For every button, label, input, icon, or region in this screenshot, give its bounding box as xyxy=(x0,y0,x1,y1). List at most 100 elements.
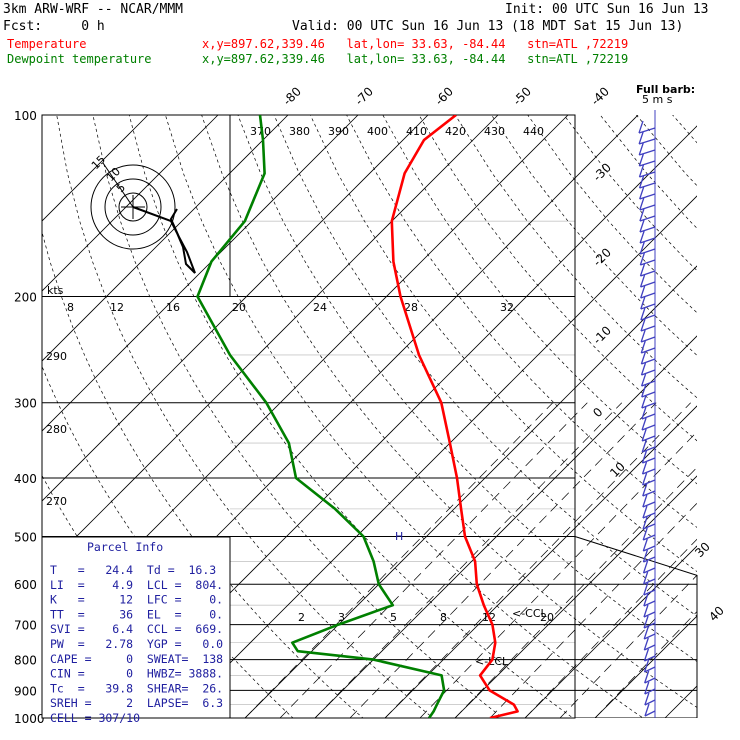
wind-barb xyxy=(644,710,656,717)
wind-barb-flag xyxy=(643,615,649,629)
wind-barb-flag xyxy=(639,186,645,200)
parcel-info-row: CELL = 307/10 xyxy=(50,711,140,725)
wind-barb xyxy=(642,501,656,508)
dry-adiabat-line xyxy=(42,365,294,718)
wind-barb-flag xyxy=(639,208,645,222)
wind-barb xyxy=(644,677,656,684)
isotherm-line xyxy=(42,115,219,292)
wind-barb xyxy=(639,215,656,222)
hodograph-trace xyxy=(132,206,196,274)
wind-barb xyxy=(641,435,656,442)
wind-barb-flag xyxy=(644,692,650,706)
isotherm-line xyxy=(524,545,697,718)
temperature-legend-info: x,y=897.62,339.46 lat,lon= 33.63, -84.44… xyxy=(202,37,629,51)
temperature-tick-label: -10 xyxy=(590,323,614,347)
wind-barb xyxy=(643,600,656,607)
wind-barb xyxy=(641,413,656,420)
wind-barb xyxy=(640,281,656,288)
wind-barb xyxy=(644,644,656,651)
isotherm-line xyxy=(244,265,697,718)
moist-adiabat-line xyxy=(489,502,697,718)
full-barb-unit: 5 m s xyxy=(642,93,673,106)
wind-barb xyxy=(644,655,656,662)
wind-barb xyxy=(641,402,656,409)
hodograph-ring xyxy=(104,178,162,236)
dry-adiabat-line xyxy=(636,115,697,187)
dewpoint-legend-label: Dewpoint temperature xyxy=(7,52,152,66)
speed-tick-label: 32 xyxy=(500,301,514,314)
isotherm-line xyxy=(42,115,149,222)
parcel-info-row: TT = 36 EL = 0. xyxy=(50,607,223,621)
theta-label: 270 xyxy=(46,495,67,508)
temperature-tick-label: -30 xyxy=(590,160,614,184)
height-annotation: H xyxy=(395,530,403,543)
wind-barb xyxy=(643,622,656,629)
isotherm-line xyxy=(42,115,359,432)
wind-barb xyxy=(642,490,656,497)
wind-barb xyxy=(640,325,656,332)
wind-barb-flag xyxy=(640,307,646,321)
wind-barb-flag xyxy=(640,285,646,299)
wind-barb-flag xyxy=(638,153,644,167)
temperature-tick-label: -70 xyxy=(352,84,376,108)
hodograph-ring xyxy=(90,164,176,250)
wind-barb xyxy=(643,589,656,596)
mixing-ratio-label: 8 xyxy=(440,611,447,624)
parcel-info-row: CAPE = 0 SWEAT= 138 xyxy=(50,652,223,666)
wind-barb-flag xyxy=(643,637,649,651)
wind-barb-flag xyxy=(641,472,648,486)
ccl-annotation: <-CCL xyxy=(512,607,548,620)
wind-barb-flag xyxy=(641,428,647,442)
dry-adiabat-line xyxy=(563,115,697,271)
wind-barb xyxy=(640,314,656,321)
wind-barb-flag xyxy=(641,395,647,409)
plot-frame-extension xyxy=(574,536,698,718)
wind-barb xyxy=(640,292,656,299)
plot-frame xyxy=(41,114,576,719)
temperature-tick-label: 10 xyxy=(607,459,628,480)
isotherm-line xyxy=(314,335,697,718)
theta-label: 380 xyxy=(289,125,310,138)
wind-barb-flag xyxy=(640,340,646,354)
wind-barb-flag xyxy=(643,626,649,640)
wind-barb-flag xyxy=(638,120,644,134)
moist-adiabat-line xyxy=(244,402,554,718)
pressure-tick-label: 800 xyxy=(14,654,37,668)
dry-adiabat-line xyxy=(165,115,644,718)
wind-barb xyxy=(640,336,656,343)
wind-barb xyxy=(640,270,656,277)
isotherm-line xyxy=(664,685,697,718)
full-barb-label: Full barb: xyxy=(636,83,695,96)
wind-barb xyxy=(644,688,656,695)
dewpoint-profile xyxy=(196,115,446,718)
hodograph-units-label: kts xyxy=(47,284,64,297)
parcel-info-panel xyxy=(41,536,231,719)
wind-barb-flag xyxy=(641,384,647,398)
speed-tick-label: 24 xyxy=(313,301,327,314)
wind-barb xyxy=(639,171,656,178)
wind-barb xyxy=(641,358,656,365)
wind-barb-flag xyxy=(638,142,644,156)
wind-barb-flag xyxy=(641,406,647,420)
pressure-tick-label: 600 xyxy=(14,578,37,592)
wind-barb-flag xyxy=(642,538,648,552)
wind-barb-flag xyxy=(643,659,650,673)
model-title: 3km ARW-WRF -- NCAR/MMM xyxy=(3,2,184,17)
wind-barb-flag xyxy=(640,362,647,376)
wind-barb-flag xyxy=(642,505,648,519)
parcel-info-row: SREH = 2 LAPSE= 6.3 xyxy=(50,696,223,710)
speed-tick-label: 12 xyxy=(110,301,124,314)
wind-barb xyxy=(642,468,656,475)
wind-barb-flag xyxy=(643,648,650,662)
isotherm-line xyxy=(454,475,697,718)
temperature-legend-label: Temperature xyxy=(7,37,87,51)
temperature-tick-label: -50 xyxy=(510,84,534,108)
wind-barb xyxy=(641,391,656,398)
wind-barb-flag xyxy=(640,351,646,365)
temperature-tick-label: -60 xyxy=(432,84,456,108)
theta-label: 420 xyxy=(445,125,466,138)
wind-barb xyxy=(639,193,656,200)
isotherm-line xyxy=(42,115,429,502)
dry-adiabat-line xyxy=(418,115,697,442)
